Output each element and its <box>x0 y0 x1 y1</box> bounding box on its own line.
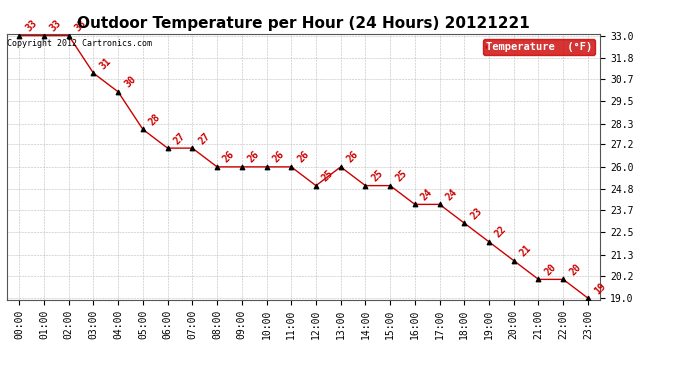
Point <box>14 33 25 39</box>
Point <box>409 201 420 207</box>
Point <box>558 276 569 282</box>
Point <box>310 183 322 189</box>
Point <box>459 220 470 226</box>
Point <box>509 258 520 264</box>
Point <box>384 183 395 189</box>
Text: 20: 20 <box>542 262 558 277</box>
Point <box>360 183 371 189</box>
Text: 21: 21 <box>518 243 533 258</box>
Point <box>63 33 75 39</box>
Point <box>162 145 173 151</box>
Text: 27: 27 <box>197 130 212 146</box>
Text: 25: 25 <box>320 168 335 183</box>
Text: 30: 30 <box>122 74 138 90</box>
Text: 26: 26 <box>246 149 262 165</box>
Point <box>286 164 297 170</box>
Point <box>88 70 99 76</box>
Text: 23: 23 <box>469 206 484 221</box>
Text: 26: 26 <box>345 149 360 165</box>
Point <box>335 164 346 170</box>
Title: Outdoor Temperature per Hour (24 Hours) 20121221: Outdoor Temperature per Hour (24 Hours) … <box>77 16 530 31</box>
Text: 25: 25 <box>370 168 385 183</box>
Text: 20: 20 <box>567 262 583 277</box>
Point <box>39 33 50 39</box>
Legend: Temperature  (°F): Temperature (°F) <box>482 39 595 55</box>
Text: 25: 25 <box>394 168 410 183</box>
Point <box>112 89 124 95</box>
Text: 26: 26 <box>270 149 286 165</box>
Text: 24: 24 <box>419 187 435 202</box>
Text: 33: 33 <box>23 18 39 33</box>
Text: 24: 24 <box>444 187 459 202</box>
Text: 22: 22 <box>493 224 509 240</box>
Point <box>137 126 148 132</box>
Point <box>484 239 495 245</box>
Point <box>236 164 247 170</box>
Point <box>582 295 593 301</box>
Text: Copyright 2012 Cartronics.com: Copyright 2012 Cartronics.com <box>8 39 152 48</box>
Point <box>212 164 223 170</box>
Text: 26: 26 <box>221 149 237 165</box>
Point <box>187 145 198 151</box>
Point <box>434 201 445 207</box>
Text: 33: 33 <box>48 18 63 33</box>
Text: 27: 27 <box>172 130 187 146</box>
Text: 26: 26 <box>295 149 310 165</box>
Text: 33: 33 <box>73 18 88 33</box>
Point <box>261 164 272 170</box>
Text: 28: 28 <box>147 112 162 127</box>
Text: 19: 19 <box>592 280 607 296</box>
Text: 31: 31 <box>97 56 113 71</box>
Point <box>533 276 544 282</box>
